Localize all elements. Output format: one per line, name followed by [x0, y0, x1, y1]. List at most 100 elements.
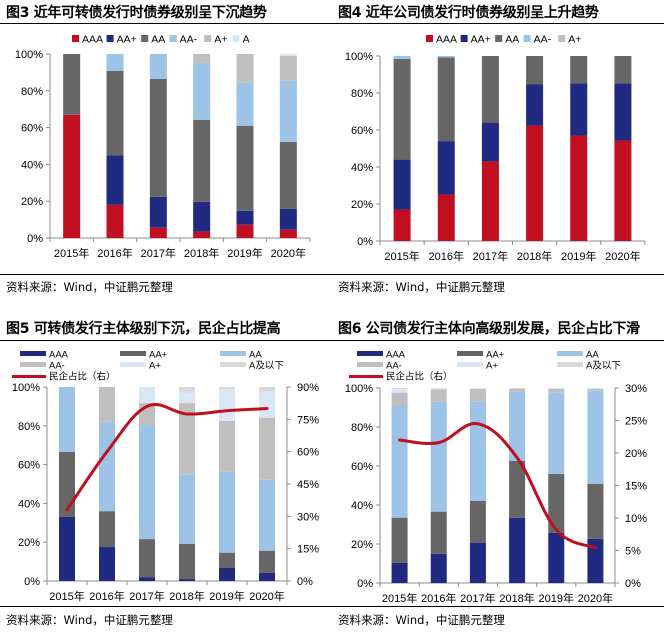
x-tick-label: 2016年	[89, 589, 124, 603]
bar-aplus-2020	[279, 56, 297, 81]
legend-label: AA	[586, 350, 599, 361]
legend-label: AA	[151, 34, 165, 46]
bar-aaplus-2018	[193, 201, 211, 232]
figure-6-title: 图6 公司债发行主体向高级别发展，民企占比下滑	[338, 321, 640, 337]
legend-item-aaplus: AA+	[120, 350, 168, 361]
legend-swatch	[120, 362, 146, 367]
legend-label: AA+	[149, 350, 168, 361]
y-tick-label: 20%	[21, 196, 43, 208]
bar-aaa-2017	[469, 542, 486, 583]
y2-tick-label: 0%	[297, 576, 313, 588]
bar-aaa-2020	[614, 140, 632, 241]
legend-swatch	[558, 35, 566, 42]
bar-aaa-2019	[219, 568, 235, 581]
figure-4-panel: 图4 近年公司债发行时债券级别呈上升趋势 AAA AA+ AA AA- A+ 0% 20% 4…	[332, 0, 664, 300]
bar-aaplus-2016	[430, 511, 447, 554]
bar-aaplus-2017	[139, 539, 155, 578]
bar-aaa-2019	[236, 224, 254, 238]
bar-aa-2017	[139, 425, 155, 540]
bar-aplus-2020	[587, 388, 604, 389]
bar-aa-2016	[437, 57, 455, 142]
legend-swatch	[523, 35, 531, 42]
legend-item-aa: AA	[495, 34, 519, 46]
legend-item-aa: AA	[141, 34, 165, 46]
bar-aaminus-2016	[106, 54, 124, 71]
legend-swatch	[169, 35, 177, 42]
legend-swatch	[72, 35, 79, 42]
legend-item-aaplus: AA+	[106, 34, 137, 46]
legend-item-item: 民企占比（右）	[12, 371, 116, 383]
source-rule	[332, 274, 664, 275]
figure-4-title: 图4 近年公司债发行时债券级别呈上升趋势	[338, 5, 599, 21]
bar-aa-2015	[63, 54, 81, 115]
y2-tick-label: 45%	[297, 479, 319, 491]
legend-swatch	[120, 351, 146, 356]
bar-aplus-2018	[509, 388, 526, 389]
x-tick-label: 2019年	[209, 589, 244, 603]
x-tick-label: 2018年	[499, 591, 534, 605]
legend-swatch	[495, 35, 503, 42]
figure-5-source: 资料来源：Wind，中证鹏元整理	[6, 613, 173, 627]
legend-swatch	[557, 351, 583, 356]
y-tick-label: 80%	[351, 422, 373, 434]
y2-tick-label: 5%	[625, 546, 641, 558]
legend-label: AA-	[180, 34, 198, 46]
bar-aa-2019	[219, 471, 235, 553]
bar-aaa-2017	[139, 577, 155, 581]
y-tick-label: 40%	[351, 162, 373, 174]
bar-aaminus-2016	[437, 56, 455, 58]
bar-aaplus-2020	[614, 83, 632, 141]
bar-aplus-2017	[139, 387, 155, 404]
bar-aaplus-2020	[259, 550, 275, 573]
bar-aaminus-2018	[509, 388, 526, 392]
y2-tick-label: 25%	[625, 416, 647, 428]
y2-tick-label: 10%	[625, 513, 647, 525]
bar-aaa-2020	[259, 572, 275, 581]
bar-aa-2018	[179, 474, 195, 544]
bar-aa-2019	[548, 392, 565, 474]
bar-aaminus-2020	[279, 80, 297, 142]
y-tick-label: 100%	[15, 49, 43, 61]
bar-aa-2016	[99, 421, 115, 512]
bar-aaa-2017	[149, 227, 167, 238]
bar-aaplus-2016	[437, 141, 455, 195]
bar-aa-2020	[614, 56, 632, 84]
legend-swatch	[141, 35, 149, 42]
bar-a-2020	[279, 54, 297, 57]
legend-item-aaplus: AA+	[457, 350, 505, 361]
figure-3-title: 图3 近年可转债发行时债券级别呈下沉趋势	[6, 5, 267, 21]
figure-4-chart: AAA AA+ AA AA- A+ 0% 20% 40% 60% 80% 100% 2015年 2016…	[345, 34, 646, 263]
legend-label: A	[243, 34, 250, 46]
bar-aaplus-2016	[99, 511, 115, 548]
bar-aa-2020	[279, 141, 297, 209]
y2-tick-label: 0%	[625, 578, 641, 590]
legend-item-a: A及以下	[557, 361, 621, 372]
legend-label: AAA	[436, 34, 457, 46]
legend-item-a: A	[232, 34, 250, 46]
x-tick-label: 2020年	[271, 246, 306, 260]
y-tick-label: 80%	[351, 88, 373, 100]
legend-swatch	[220, 362, 246, 367]
legend-label: AA-	[49, 361, 65, 372]
legend-swatch	[220, 351, 246, 356]
bar-aaa-2016	[99, 547, 115, 581]
legend-label: AA	[505, 34, 519, 46]
legend-label: A及以下	[249, 361, 284, 372]
bar-aaplus-2020	[587, 483, 604, 539]
legend-line-swatch	[349, 375, 383, 378]
bar-aaminus-2017	[469, 388, 486, 402]
legend-item-aa: AA	[557, 350, 599, 361]
bar-aaminus-2015	[391, 392, 408, 406]
bar-aaa-2019	[548, 532, 565, 583]
figure-6-panel: 图6 公司债发行主体向高级别发展，民企占比下滑 AAA AA+ AA AA- A+ A及以…	[332, 316, 664, 636]
bar-a-2019	[219, 387, 235, 390]
y-tick-label: 20%	[18, 537, 40, 549]
bar-aaplus-2015	[393, 159, 411, 210]
bar-a-2018	[179, 387, 195, 393]
legend-label: A+	[486, 361, 498, 372]
y-tick-label: 100%	[345, 383, 373, 395]
bar-aaminus-2018	[179, 403, 195, 475]
legend-item-aaa: AAA	[426, 34, 457, 46]
title-rule	[0, 23, 332, 24]
